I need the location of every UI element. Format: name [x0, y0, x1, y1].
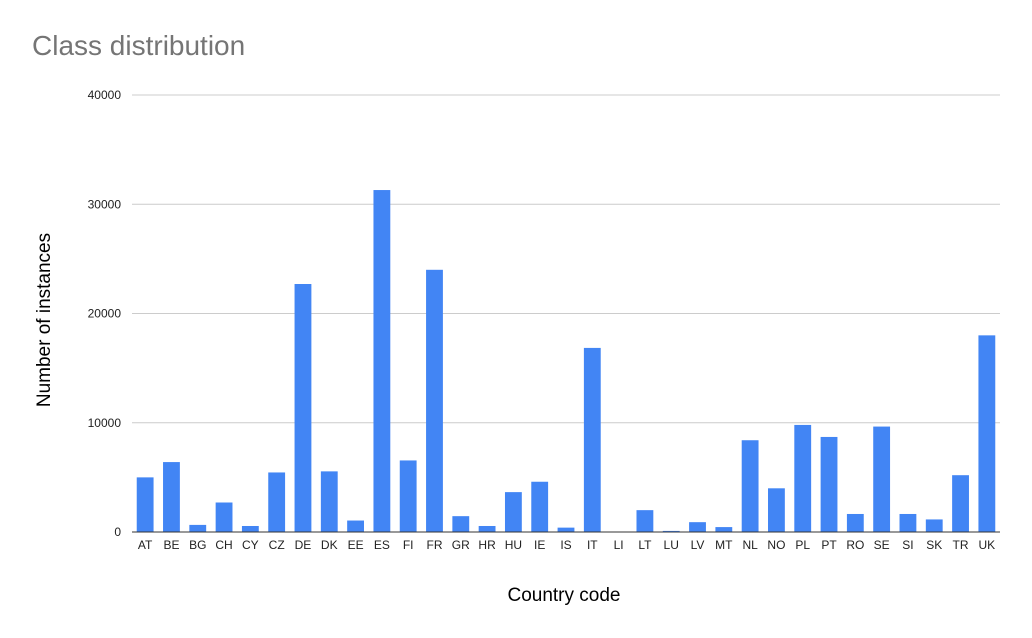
bar-at	[136, 477, 154, 532]
x-tick-label: MT	[715, 538, 733, 552]
x-tick-label: TR	[953, 538, 969, 552]
bar-it	[583, 347, 601, 532]
y-tick-label: 0	[114, 525, 121, 539]
x-tick-label: GR	[452, 538, 470, 552]
x-tick-label: CZ	[269, 538, 285, 552]
bar-fr	[426, 269, 443, 532]
x-tick-label: PT	[821, 538, 837, 552]
bar-mt	[715, 527, 733, 532]
bar-gr	[452, 516, 470, 532]
x-tick-label: LU	[664, 538, 679, 552]
x-tick-label: FI	[403, 538, 414, 552]
bar-cz	[268, 472, 286, 532]
x-tick-label: BG	[189, 538, 206, 552]
y-tick-label: 20000	[88, 307, 122, 321]
x-tick-label: LI	[614, 538, 624, 552]
chart-title: Class distribution	[32, 30, 246, 61]
y-tick-label: 10000	[88, 416, 122, 430]
x-tick-label: NO	[767, 538, 785, 552]
bar-tr	[952, 475, 969, 532]
x-tick-label: DK	[321, 538, 338, 552]
bar-es	[373, 190, 391, 533]
x-tick-label: SK	[926, 538, 942, 552]
x-tick-label: RO	[846, 538, 864, 552]
x-tick-label: LT	[638, 538, 652, 552]
x-tick-label: DE	[295, 538, 312, 552]
bar-ch	[215, 502, 233, 532]
bar-uk	[978, 335, 996, 532]
x-tick-label: AT	[138, 538, 153, 552]
bar-bg	[189, 524, 207, 532]
x-tick-label: LV	[691, 538, 705, 552]
bar-si	[899, 513, 917, 532]
bar-ro	[846, 513, 864, 532]
x-tick-label: ES	[374, 538, 390, 552]
bar-lv	[689, 522, 706, 532]
x-tick-label: IT	[587, 538, 598, 552]
x-axis-title: Country code	[507, 585, 620, 606]
x-tick-label: PL	[795, 538, 810, 552]
y-axis-title: Number of instances	[34, 233, 55, 407]
bar-sk	[925, 519, 943, 532]
x-tick-label: SI	[902, 538, 913, 552]
gridlines	[132, 94, 1000, 424]
x-tick-label: CY	[242, 538, 259, 552]
bar-se	[873, 426, 891, 532]
bar-pl	[794, 424, 812, 532]
bar-ee	[347, 520, 364, 532]
bar-pt	[820, 436, 838, 532]
bar-cy	[241, 525, 259, 532]
x-tick-label: EE	[348, 538, 364, 552]
x-tick-label: SE	[874, 538, 890, 552]
bar-fi	[399, 460, 417, 532]
bar-be	[163, 462, 180, 532]
bar-lt	[636, 510, 654, 532]
bar-hu	[504, 492, 522, 532]
x-tick-label: BE	[163, 538, 179, 552]
x-tick-label: IS	[560, 538, 571, 552]
x-tick-label: FR	[426, 538, 442, 552]
x-tick-label: CH	[215, 538, 232, 552]
bars	[136, 190, 996, 533]
bar-hr	[478, 525, 496, 532]
bar-ie	[531, 481, 549, 532]
x-tick-label: HR	[478, 538, 496, 552]
bar-nl	[741, 440, 759, 532]
x-tick-label: HU	[505, 538, 522, 552]
bar-is	[557, 527, 575, 532]
y-tick-label: 40000	[88, 88, 122, 102]
y-axis-ticks: 0 10000 20000 30000 40000	[88, 88, 122, 539]
y-tick-label: 30000	[88, 197, 122, 211]
bar-lu	[662, 530, 680, 532]
bar-dk	[320, 471, 338, 532]
bar-de	[294, 284, 312, 532]
x-tick-label: IE	[534, 538, 545, 552]
x-tick-label: NL	[742, 538, 758, 552]
bar-no	[768, 488, 785, 532]
x-axis-ticks: AT BE BG CH CY CZ DE DK EE ES FI FR GR HR HU IE IS IT LI LT…	[138, 538, 995, 552]
x-tick-label: UK	[979, 538, 996, 552]
